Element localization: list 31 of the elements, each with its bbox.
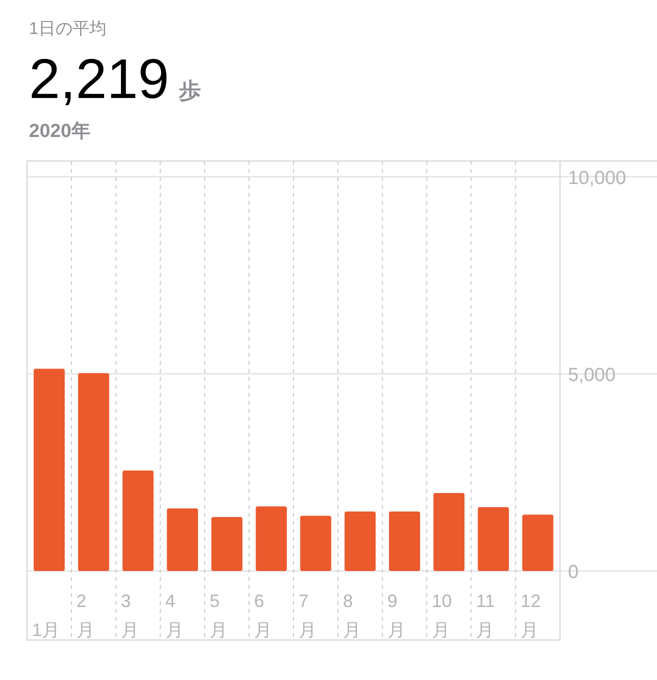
x-tick-label: 6月 xyxy=(254,591,272,640)
chart-subtitle: 2020年 xyxy=(29,121,90,142)
bar xyxy=(166,508,198,571)
y-tick-label: 10,000 xyxy=(568,168,626,189)
bar xyxy=(78,373,110,571)
x-tick-label: 7月 xyxy=(298,591,316,640)
bar xyxy=(433,492,465,571)
bar xyxy=(300,516,332,571)
bar xyxy=(34,368,65,571)
x-tick-label: 1月 xyxy=(32,620,60,640)
y-tick-label: 0 xyxy=(568,562,579,583)
chart-title: 1日の平均 xyxy=(29,19,106,38)
x-tick-label: 12月 xyxy=(520,591,541,640)
bar xyxy=(211,516,242,571)
x-tick-label: 5月 xyxy=(210,591,228,640)
bar xyxy=(256,506,287,571)
x-tick-label: 4月 xyxy=(165,591,184,640)
bar xyxy=(522,514,554,571)
text: 2,219 xyxy=(29,47,170,110)
text: 歩 xyxy=(178,78,202,103)
x-tick-label: 8月 xyxy=(342,591,361,640)
bar xyxy=(344,511,376,571)
x-tick-label: 9月 xyxy=(387,591,406,640)
bar xyxy=(122,470,154,571)
x-tick-label: 11月 xyxy=(476,591,495,640)
bar xyxy=(478,507,509,571)
x-tick-label: 2月 xyxy=(76,591,94,640)
x-tick-label: 10月 xyxy=(432,591,452,640)
x-tick-label: 3月 xyxy=(120,591,139,640)
y-tick-label: 5,000 xyxy=(568,364,616,386)
bar xyxy=(388,511,420,571)
